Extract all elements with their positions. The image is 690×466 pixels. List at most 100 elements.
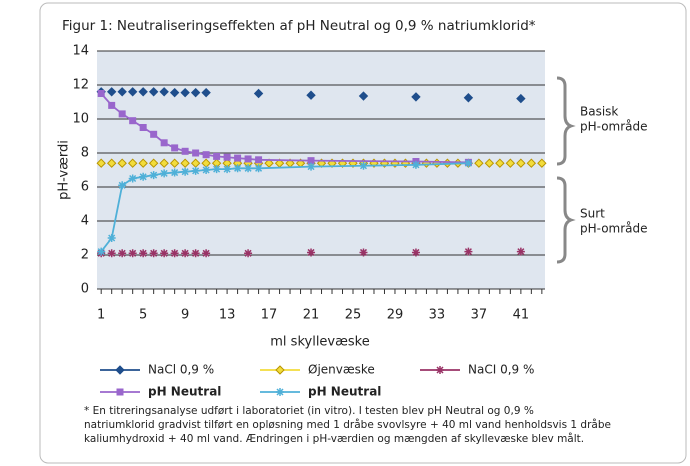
data-point <box>128 249 137 258</box>
data-point <box>181 147 189 155</box>
annotation: Basisk <box>580 105 618 119</box>
data-point <box>97 90 105 97</box>
data-point <box>516 93 526 104</box>
data-point <box>128 174 137 183</box>
data-point <box>253 88 264 99</box>
legend-label: pH Neutral <box>308 385 381 399</box>
data-point <box>108 101 116 109</box>
legend-marker <box>115 365 125 375</box>
y-tick-label: 2 <box>81 248 89 263</box>
x-tick-label: 9 <box>181 308 189 323</box>
data-point <box>244 155 252 163</box>
footnote: kaliumhydroxid + 40 ml vand. Ændringen i… <box>84 432 584 445</box>
data-point <box>233 164 242 173</box>
chart-title: Figur 1: Neutraliseringseffekten af pH N… <box>62 18 536 34</box>
data-point <box>234 154 242 162</box>
footnote: natriumklorid gradvist tilført en opløsn… <box>84 418 611 431</box>
data-point <box>171 144 179 152</box>
data-point <box>148 87 159 97</box>
data-point <box>516 158 526 168</box>
y-tick-label: 12 <box>72 78 89 93</box>
x-tick-label: 33 <box>429 308 446 323</box>
data-point <box>307 157 315 165</box>
data-point <box>118 181 127 190</box>
x-tick-label: 37 <box>471 308 488 323</box>
x-tick-label: 41 <box>513 308 530 323</box>
x-tick-label: 13 <box>219 308 236 323</box>
legend-marker <box>116 388 124 396</box>
data-point <box>223 165 232 174</box>
y-tick-label: 14 <box>72 44 89 59</box>
data-point <box>149 249 158 258</box>
legend-marker <box>436 366 444 374</box>
x-tick-label: 17 <box>261 308 278 323</box>
legend-marker <box>275 365 285 375</box>
data-point <box>244 249 253 258</box>
data-point <box>359 248 368 257</box>
data-point <box>411 160 420 169</box>
legend-label: NaCI 0,9 % <box>468 363 534 377</box>
data-point <box>190 87 201 98</box>
data-point <box>138 158 148 168</box>
data-point <box>191 166 200 175</box>
data-point <box>96 158 106 168</box>
data-point <box>118 110 126 118</box>
y-tick-label: 0 <box>81 282 89 297</box>
data-point <box>170 249 179 258</box>
bracket <box>556 176 576 264</box>
data-point <box>97 247 106 256</box>
data-point <box>169 87 180 98</box>
data-point <box>464 247 473 256</box>
data-point <box>107 249 116 258</box>
data-point <box>118 249 127 258</box>
data-point <box>149 171 158 180</box>
data-point <box>127 87 138 97</box>
data-point <box>495 158 505 168</box>
data-point <box>138 87 148 97</box>
data-point <box>411 92 421 102</box>
data-point <box>202 249 211 258</box>
x-tick-label: 25 <box>345 308 362 323</box>
data-point <box>139 172 148 181</box>
annotation: Surt <box>580 207 605 221</box>
data-point <box>244 164 253 173</box>
legend-label: pH Neutral <box>148 385 221 399</box>
data-point <box>139 249 148 258</box>
x-tick-label: 1 <box>97 308 105 323</box>
data-point <box>106 87 117 97</box>
data-point <box>359 161 368 170</box>
annotation: pH-område <box>580 222 648 236</box>
data-point <box>307 248 316 257</box>
legend-label: Øjenvæske <box>308 363 375 377</box>
data-point <box>159 158 169 168</box>
x-tick-label: 21 <box>303 308 320 323</box>
data-point <box>411 248 420 257</box>
data-point <box>181 167 190 176</box>
data-point <box>306 90 316 100</box>
data-point <box>180 158 190 168</box>
data-point <box>202 166 211 174</box>
data-point <box>159 87 169 97</box>
annotation: pH-område <box>580 120 648 134</box>
data-point <box>129 117 137 125</box>
legend-marker <box>276 388 284 396</box>
footnote: * En titreringsanalyse udført i laborato… <box>84 405 534 417</box>
data-point <box>106 158 117 168</box>
x-tick-label: 29 <box>387 308 404 323</box>
data-point <box>169 158 180 168</box>
data-point <box>180 87 190 98</box>
data-point <box>201 87 211 98</box>
data-point <box>117 87 127 97</box>
data-point <box>358 91 369 101</box>
data-point <box>505 158 516 168</box>
data-point <box>213 152 221 160</box>
data-point <box>150 130 158 138</box>
data-point <box>148 158 159 168</box>
legend-label: NaCl 0,9 % <box>148 363 214 377</box>
data-point <box>254 164 263 173</box>
data-point <box>516 247 525 256</box>
y-tick-label: 10 <box>72 112 89 127</box>
data-point <box>223 153 231 161</box>
